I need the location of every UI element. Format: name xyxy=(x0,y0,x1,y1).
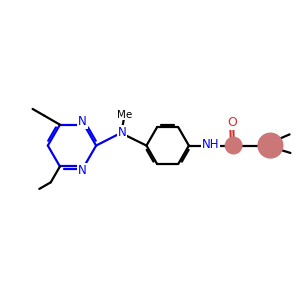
Circle shape xyxy=(225,137,242,154)
Text: N: N xyxy=(78,164,87,176)
Circle shape xyxy=(258,133,283,158)
Text: NH: NH xyxy=(202,139,219,152)
Text: N: N xyxy=(78,115,87,128)
Text: Me: Me xyxy=(117,110,132,120)
Text: O: O xyxy=(227,116,237,129)
Text: N: N xyxy=(118,126,126,139)
